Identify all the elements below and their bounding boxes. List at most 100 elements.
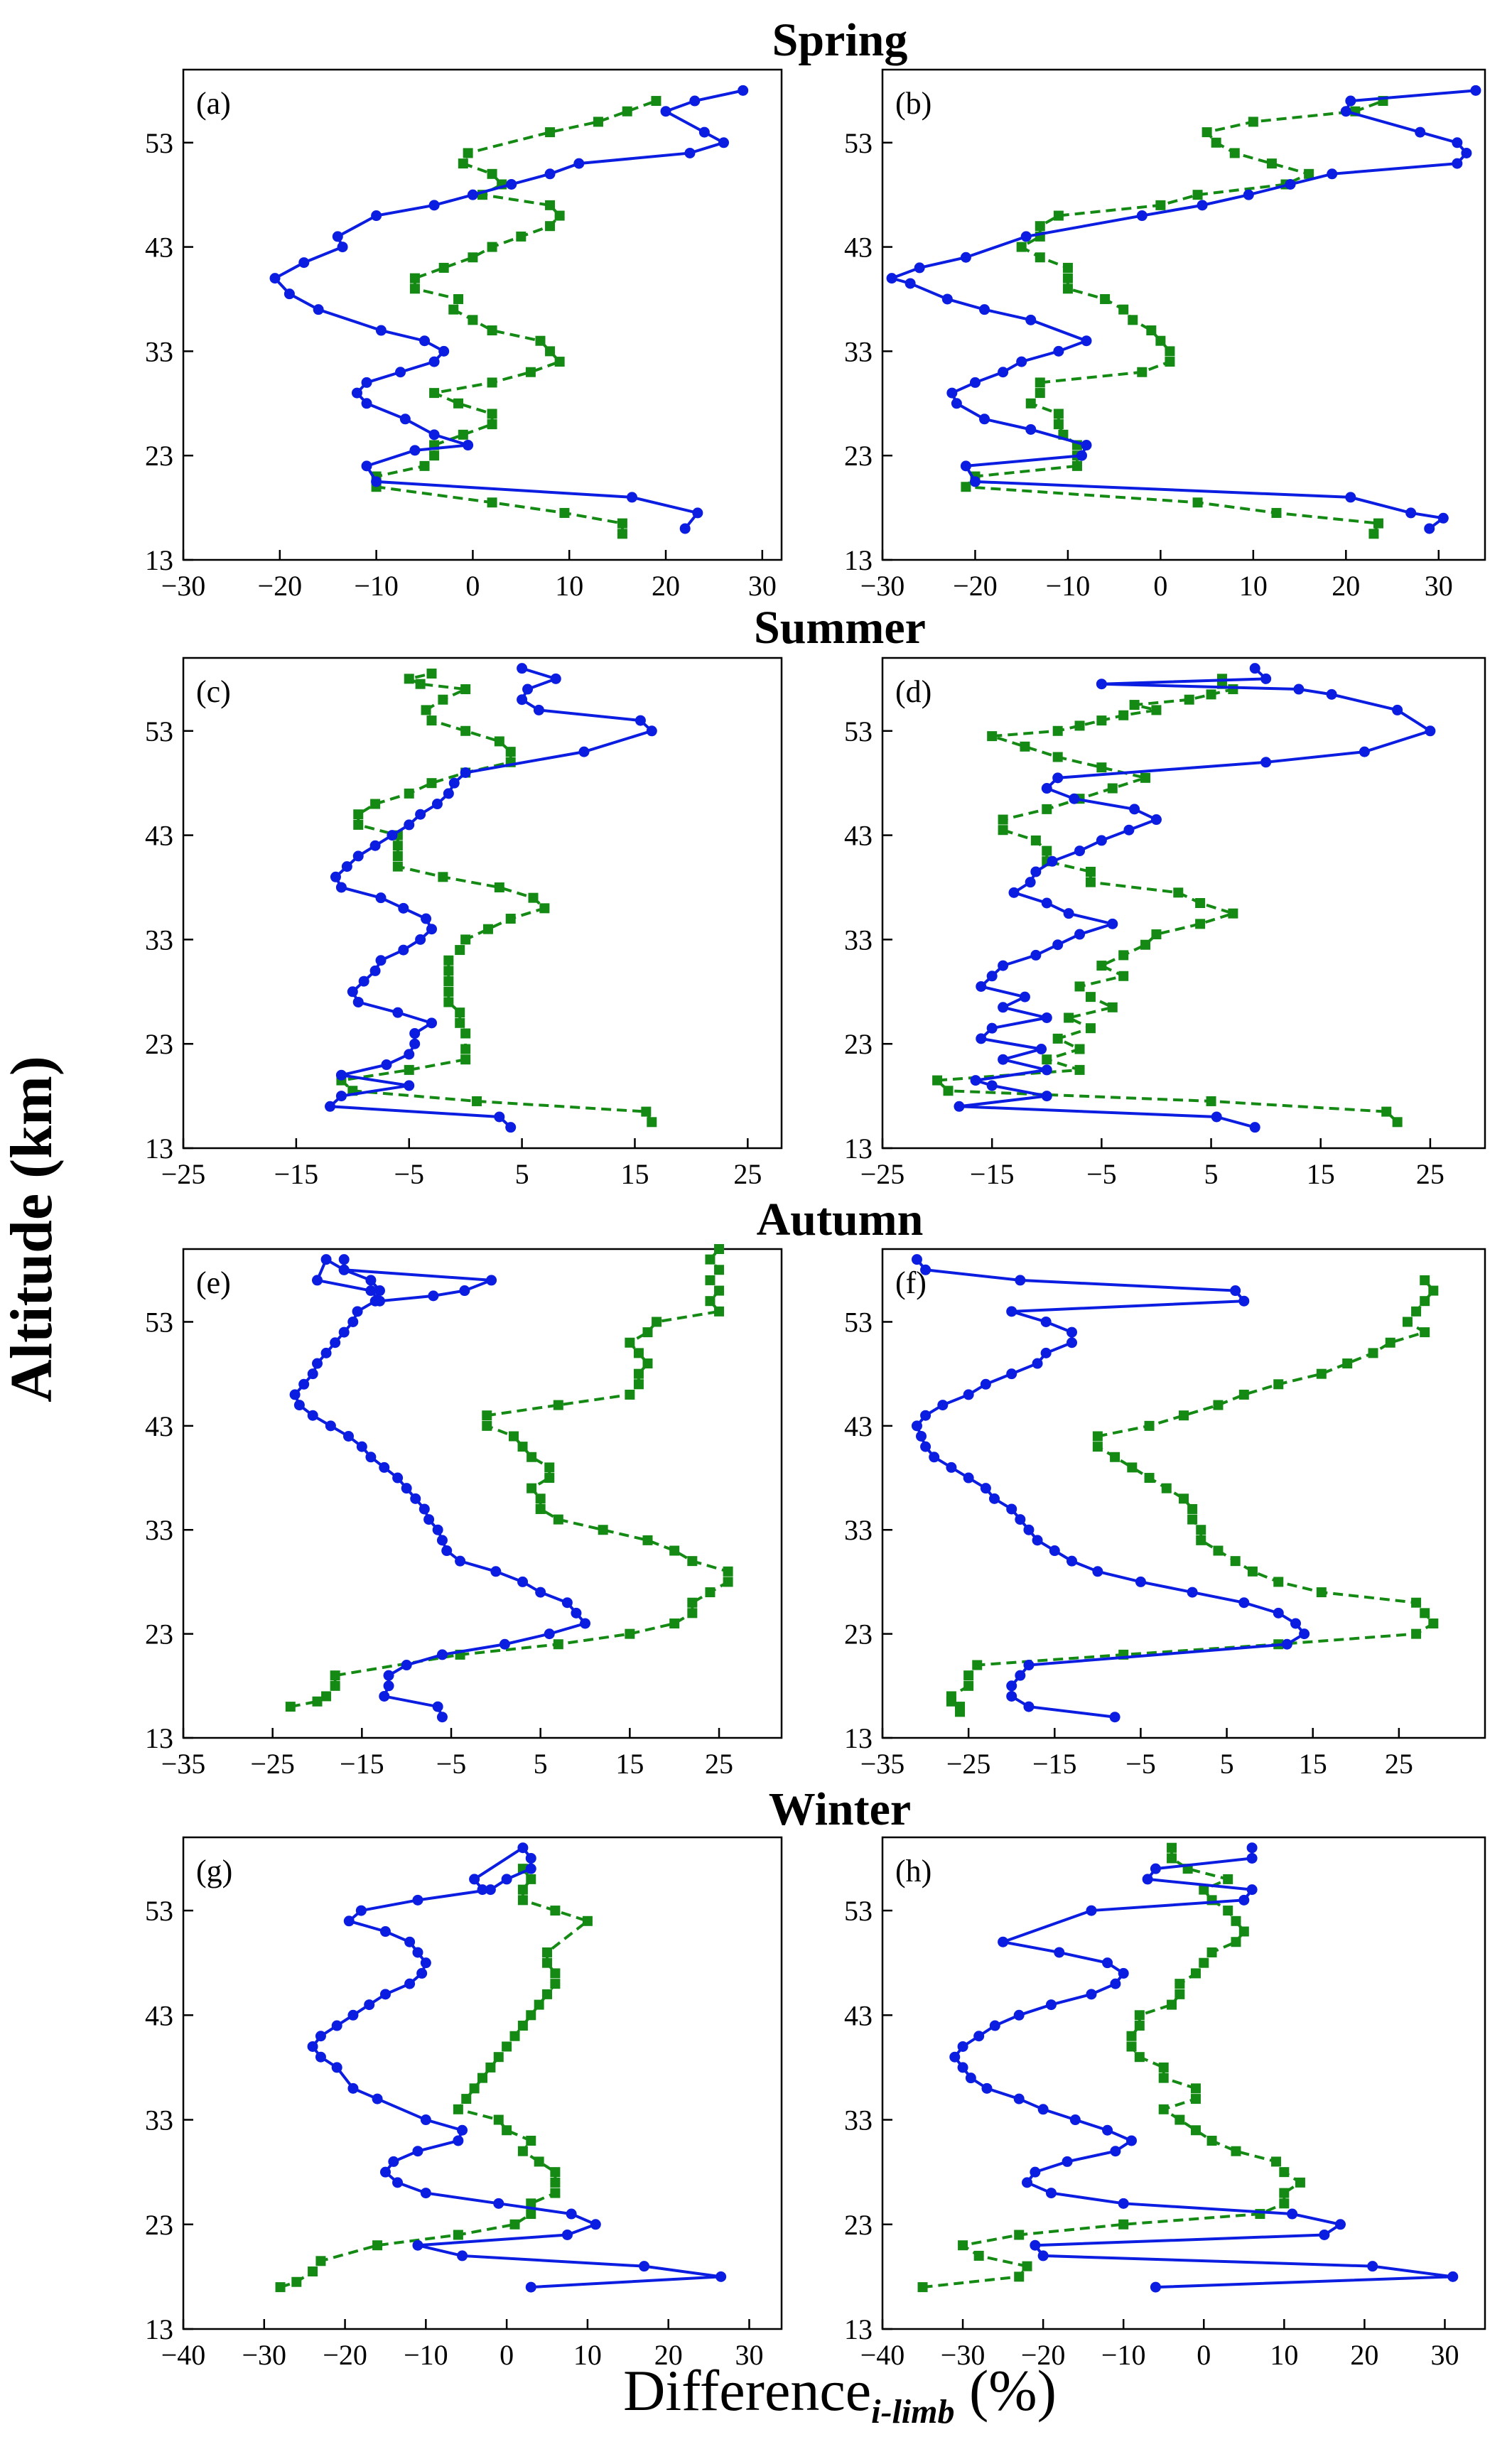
data-point-blue (428, 429, 440, 441)
data-point-blue (998, 1002, 1009, 1013)
data-point-blue (330, 1337, 341, 1349)
data-point-blue (937, 1400, 949, 1411)
data-point-blue (698, 126, 710, 138)
data-point-green (392, 850, 403, 861)
data-point-blue (418, 1503, 430, 1515)
y-tick-label: 23 (145, 1619, 173, 1650)
data-point-blue (1037, 2250, 1049, 2262)
data-point-blue (1047, 855, 1058, 867)
x-tick-label: 20 (654, 2339, 683, 2371)
x-tick-label: −20 (1021, 2339, 1066, 2371)
data-point-blue (1069, 2114, 1081, 2126)
data-point-green (1052, 1033, 1063, 1044)
data-point-green (1053, 419, 1064, 430)
x-tick-label: −5 (436, 1748, 467, 1780)
data-point-blue (412, 2146, 423, 2157)
data-point-green (517, 1895, 528, 1906)
data-point-green (517, 2146, 528, 2156)
data-point-green (1392, 1117, 1403, 1128)
data-point-blue (395, 367, 406, 378)
data-point-green (1025, 398, 1036, 409)
data-point-green (1096, 961, 1107, 971)
data-point-blue (404, 1080, 415, 1091)
data-point-blue (957, 2062, 968, 2073)
panel-d: (d) 13 23 33 43 53 −25 −15 −5 5 15 25 (844, 656, 1486, 1190)
data-point-blue (379, 2166, 391, 2178)
data-point-blue (361, 398, 372, 409)
data-point-green (526, 2135, 536, 2146)
data-point-blue (1041, 897, 1052, 909)
y-tick-label: 43 (844, 1410, 873, 1442)
data-point-blue (561, 1597, 573, 1609)
data-point-green (559, 507, 570, 518)
data-point-green (460, 934, 471, 945)
data-point-blue (979, 414, 990, 425)
x-tick-label: 5 (1220, 1748, 1234, 1780)
data-point-blue (929, 1452, 940, 1463)
data-point-green (443, 976, 454, 987)
data-point-green (633, 1348, 644, 1358)
y-tick-label: 23 (844, 440, 873, 472)
data-point-blue (561, 2229, 573, 2240)
data-point-blue (379, 1989, 391, 2000)
data-point-green (482, 1420, 492, 1431)
data-point-blue (1109, 1712, 1120, 1723)
data-point-green (955, 1702, 966, 1712)
data-point-green (1107, 1002, 1118, 1012)
data-point-blue (1447, 2271, 1459, 2282)
data-point-blue (1273, 1607, 1284, 1619)
data-point-green (917, 2282, 928, 2293)
panel-label: (d) (895, 674, 932, 709)
data-point-blue (998, 1054, 1009, 1065)
data-point-blue (1246, 1842, 1258, 1854)
data-point-blue (916, 1430, 927, 1442)
data-point-green (1096, 762, 1107, 773)
data-point-blue (1025, 423, 1037, 435)
data-point-blue (401, 1660, 412, 1671)
data-point-blue (415, 809, 426, 820)
data-point-green (972, 1660, 983, 1670)
data-point-blue (1023, 1660, 1035, 1671)
y-tick-label: 43 (145, 232, 173, 264)
data-point-blue (979, 304, 990, 315)
data-point-blue (1081, 335, 1092, 347)
plot-frame (182, 1836, 783, 2330)
data-point-blue (1013, 2009, 1025, 2021)
data-point-blue (1260, 757, 1272, 768)
x-tick-label: 10 (573, 2339, 602, 2371)
x-tick-label: −10 (404, 2339, 448, 2371)
data-point-green (705, 1587, 716, 1598)
data-point-green (443, 966, 454, 976)
x-tick-label: 5 (515, 1158, 529, 1190)
x-tick-label: −25 (946, 1748, 991, 1780)
data-point-green (998, 825, 1008, 836)
data-point-blue (1211, 1111, 1222, 1123)
data-point-blue (525, 2281, 536, 2293)
data-point-blue (970, 1075, 981, 1086)
data-point-blue (1123, 824, 1135, 836)
data-point-green (1199, 1884, 1209, 1895)
plot-frame (182, 656, 783, 1150)
data-point-blue (949, 2051, 961, 2063)
data-point-blue (412, 1947, 423, 1958)
data-point-green (528, 892, 539, 903)
data-point-blue (1041, 783, 1052, 794)
data-point-green (1071, 460, 1082, 471)
data-point-blue (1019, 991, 1030, 1003)
x-tick-label: −20 (953, 570, 998, 602)
data-point-blue (501, 1874, 512, 1885)
data-point-green (1229, 148, 1240, 158)
data-point-blue (1150, 1863, 1161, 1874)
data-point-green (1420, 1608, 1430, 1619)
data-point-green (1206, 2135, 1217, 2146)
data-point-green (460, 1044, 471, 1054)
data-point-green (1192, 190, 1203, 200)
y-tick-label: 13 (145, 1133, 173, 1165)
series-line-blue (958, 667, 1434, 1129)
y-tick-label: 23 (844, 2209, 873, 2241)
y-tick-label: 13 (844, 1722, 873, 1754)
plot-frame (182, 68, 783, 561)
data-point-green (550, 2177, 561, 2188)
data-point-blue (998, 367, 1009, 378)
data-point-blue (352, 1306, 363, 1317)
